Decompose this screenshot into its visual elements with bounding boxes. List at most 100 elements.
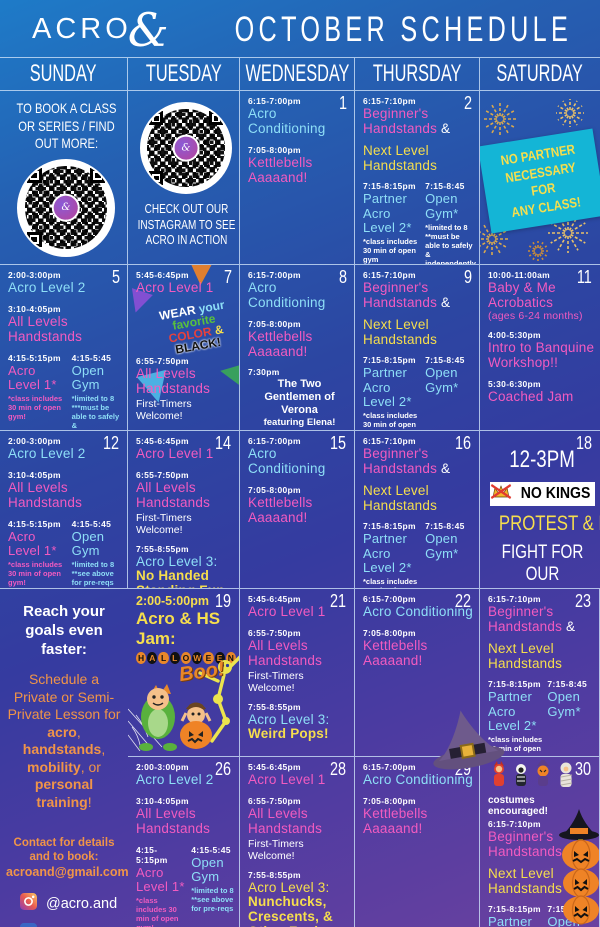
event-title: Open Gym* <box>425 532 476 561</box>
event-title: Weird Pops! <box>248 726 351 742</box>
promo-email[interactable]: acroand@gmail.com <box>6 864 128 879</box>
event-title-text: Next Level Handstands <box>488 865 563 896</box>
event-subtitle: (ages 6-24 months) <box>488 309 583 322</box>
event-title: Acro Level 1 <box>136 446 236 462</box>
booking-qr-code[interactable]: & <box>17 158 115 257</box>
day-header-sunday: Sunday <box>0 57 128 90</box>
day-header-label: Tuesday <box>145 60 222 87</box>
social-link-instagram[interactable]: @acro.and <box>20 892 117 915</box>
event-title: Beginner's Handstands & <box>363 280 476 311</box>
event-time: 7:05-8:00pm <box>248 318 301 329</box>
event: 7:05-8:00pm Kettlebells Aaaaand! <box>363 628 476 669</box>
event: 7:15-8:15pm Partner Acro Level 2* *class i… <box>363 181 420 264</box>
event: 6:55-7:50pm All Levels Handstands First-Ti… <box>248 796 351 862</box>
event-time: 4:15-5:45 <box>191 844 231 855</box>
event-note: *limited to 8 **must be able to safely &… <box>425 222 476 264</box>
day-number: 30 <box>574 759 591 779</box>
event-note: *class includes 30 min of open gym! <box>8 560 63 588</box>
event-title-text: Acro Level 2 <box>8 280 86 295</box>
event-title-text: Acro Conditioning <box>248 280 326 310</box>
event-title: Partner Acro Level 2* <box>363 192 420 235</box>
calendar-cell-r2c5: 11 10:00-11:00am Baby & Me Acrobatics (ages… <box>480 264 600 430</box>
event: 7:15-8:15pm Partner Acro Level 2* *class i… <box>363 355 420 430</box>
event-title: Acro Level 2 <box>136 772 236 788</box>
qr-finder <box>26 231 42 247</box>
event: 6:55-7:50pm All Levels Handstands First-Ti… <box>136 470 236 536</box>
qr-finder-dot <box>31 236 37 243</box>
logo-text: ACRO <box>32 13 132 45</box>
event-title-text: Beginner's Handstands <box>363 446 441 476</box>
event-pair: 7:15-8:15pm Partner Acro Level 2* *class i… <box>488 679 596 756</box>
calendar-cell-r3c1: 12 2:00-3:00pm Acro Level 2 3:10-4:05pm All … <box>0 430 128 588</box>
event-title: Open Gym <box>191 855 236 885</box>
event-title: Acro Conditioning <box>248 280 351 311</box>
event-title-text: Coached Jam <box>488 388 574 404</box>
social-link-facebook[interactable]: f/acroand <box>20 922 102 927</box>
calendar-cell-r4c4: 23 6:15-7:10pm Beginner's Handstands & Next… <box>480 588 600 756</box>
calendar-cell-r5c1: 26 2:00-3:00pm Acro Level 2 3:10-4:05pm All … <box>128 756 240 927</box>
event-time: 5:45-6:45pm <box>248 594 301 604</box>
event-title-text: All Levels Handstands <box>8 313 83 344</box>
event-time: 7:15-8:45 <box>425 181 465 192</box>
costumed-kids: costumes encouraged! <box>488 758 596 817</box>
event-title: Acro Level 2 <box>8 280 124 296</box>
promo-body-text: ! <box>87 793 92 810</box>
event: 5:45-6:45pm Acro Level 1 <box>136 270 236 296</box>
event-title-text: Open Gym* <box>425 191 459 221</box>
event: 7:05-8:00pm Kettlebells Aaaaand! <box>248 319 351 360</box>
event-note: *limited to 8 **see above for pre-reqs <box>71 560 115 588</box>
instagram-qr-code[interactable]: & <box>140 102 232 194</box>
event-title-text: Kettlebells Aaaaand! <box>363 637 428 668</box>
protest-title: Protest & March <box>498 512 600 535</box>
event-title: Acro Level 1* <box>8 529 67 559</box>
dress-code-note: WEAR your favorite COLOR & BLACK! <box>147 296 239 359</box>
event: 6:55-7:50pm All Levels Handstands First-Ti… <box>136 356 236 422</box>
event-title: Open Gym* <box>425 192 476 221</box>
day-number: 7 <box>223 267 232 287</box>
event-title: All Levels Handstands <box>248 806 351 837</box>
event-time: 2:00-3:00pm <box>8 270 61 280</box>
event-title-text: Acro Level 3: <box>248 711 330 727</box>
event-title: Beginner's Handstands & <box>488 604 596 635</box>
instagram-text: Check out our Instagram to see acro in a… <box>137 202 235 248</box>
event-time: 6:15-7:00pm <box>248 436 301 446</box>
day-number: 28 <box>329 759 346 779</box>
acro-logo: ACRO & <box>32 7 169 53</box>
halloween-letter: A <box>147 652 158 664</box>
no-kings-logo: NO KINGS <box>490 482 595 506</box>
event-title: All Levels Handstands <box>8 479 124 511</box>
event-title-text: All Levels Handstands <box>8 479 83 510</box>
event: 6:15-7:00pm Acro Conditioning <box>363 594 476 620</box>
event-time: 6:15-7:00pm <box>248 96 301 106</box>
event-title-text: Beginner's Handstands <box>488 604 566 634</box>
day-number: 9 <box>463 267 472 287</box>
calendar-cell-r5c4: 30 costumes encouraged! 6:15-7:10pm Beginne… <box>480 756 600 927</box>
event-title: All Levels Handstands <box>8 313 124 345</box>
day-number: 18 <box>575 433 592 453</box>
event-title: Partner Acro Level 2* <box>363 532 420 575</box>
day-header-thursday: Thursday <box>355 57 480 90</box>
day-header-label: Thursday <box>372 60 462 87</box>
event: 5:30-6:30pm Coached Jam <box>488 379 597 405</box>
event-title: No Handed Standing Fun <box>136 568 236 588</box>
event-title-text: Acro Level 3: <box>248 879 330 895</box>
day-number: 19 <box>214 591 231 611</box>
social-links: @acro.andf/acroandacroand.com <box>6 892 122 927</box>
event-title-text: Open Gym* <box>547 689 581 719</box>
promo-body-text: , <box>76 723 81 740</box>
page-title: October Schedule <box>234 9 572 49</box>
event-title: Partner Acro Level 2* <box>488 690 542 733</box>
event-title-text: & <box>441 460 451 476</box>
event: 2:00-3:00pm Acro Level 2 <box>136 762 236 788</box>
halloween-letter: L <box>158 652 169 664</box>
calendar-cell-r3c4: 16 6:15-7:10pm Beginner's Handstands & Next… <box>355 430 480 588</box>
calendar-cell-r1c2: & Check out our Instagram to see acro in … <box>128 90 240 264</box>
day-number: 23 <box>574 591 591 611</box>
event: 2:00-3:00pm Acro Level 2 <box>8 436 124 462</box>
day-number: 12 <box>102 433 119 453</box>
event-title: Kettlebells Aaaaand! <box>248 155 351 186</box>
halloween-letter: E <box>214 652 225 664</box>
